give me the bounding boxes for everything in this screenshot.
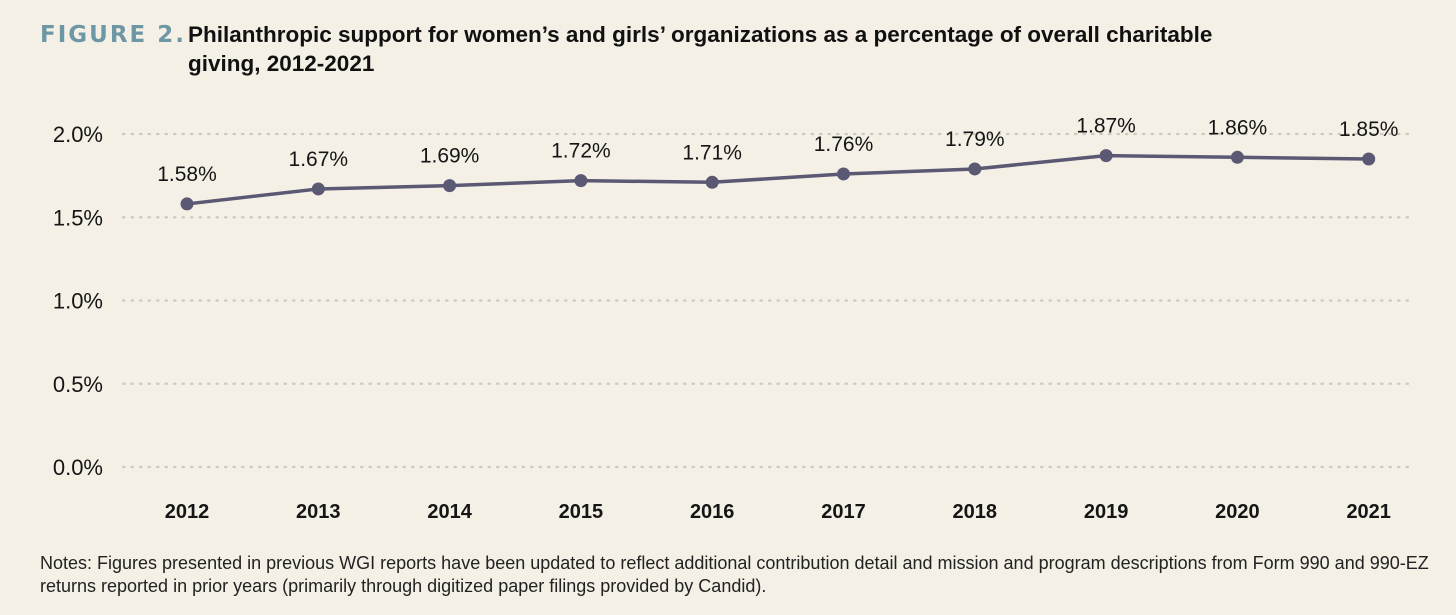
data-label: 1.76%	[814, 133, 874, 156]
series-line	[186, 153, 1369, 206]
data-point	[180, 197, 194, 211]
data-label: 1.86%	[1208, 116, 1268, 139]
data-point	[837, 167, 850, 181]
data-point	[1230, 150, 1244, 164]
data-point	[1362, 152, 1376, 166]
x-tick-label: 2012	[165, 501, 210, 523]
y-tick-label: 1.0%	[53, 289, 103, 314]
y-tick-label: 0.5%	[53, 372, 103, 397]
data-label: 1.79%	[945, 128, 1005, 151]
x-tick-label: 2015	[559, 501, 604, 523]
figure-title: Philanthropic support for women’s and gi…	[188, 22, 1213, 76]
data-point	[968, 162, 982, 176]
data-label: 1.85%	[1339, 118, 1399, 141]
x-tick-label: 2020	[1215, 501, 1260, 523]
gridlines	[121, 132, 1414, 469]
y-axis-tick-labels: 0.0% 0.5% 1.0% 1.5% 2.0%	[53, 122, 103, 480]
data-points	[180, 149, 1376, 211]
data-point	[705, 175, 719, 189]
data-point	[311, 182, 325, 196]
x-axis-tick-labels: 2012 2013 2014 2015 2016 2017 2018 2019 2020 2021	[165, 501, 1391, 523]
data-label: 1.67%	[289, 148, 349, 171]
x-tick-label: 2019	[1084, 501, 1129, 523]
series-line-path	[186, 153, 1369, 206]
x-tick-label: 2014	[427, 501, 472, 523]
y-tick-label: 2.0%	[53, 122, 103, 147]
x-tick-label: 2017	[821, 501, 866, 523]
data-label: 1.69%	[420, 145, 480, 168]
data-label: 1.58%	[157, 163, 217, 186]
data-labels: 1.58% 1.67% 1.69% 1.72% 1.71% 1.76% 1.79% 1.87%…	[157, 115, 1398, 186]
x-tick-label: 2016	[690, 501, 735, 523]
x-tick-label: 2021	[1346, 501, 1391, 523]
x-tick-label: 2013	[296, 501, 341, 523]
data-label: 1.72%	[551, 140, 611, 163]
data-point	[1099, 149, 1113, 163]
figure-label: FIGURE 2.	[40, 22, 186, 48]
y-tick-label: 1.5%	[53, 205, 103, 230]
y-tick-label: 0.0%	[53, 455, 103, 480]
data-point	[574, 174, 588, 188]
data-point	[443, 179, 457, 193]
data-label: 1.87%	[1076, 115, 1136, 138]
data-label: 1.71%	[682, 141, 742, 164]
line-chart: 0.0%0.5%1.0%1.5%2.0% 2012 2013 2014 2015 201…	[53, 115, 1414, 523]
x-tick-label: 2018	[953, 501, 998, 523]
figure-notes: Notes: Figures presented in previous WGI…	[40, 553, 1429, 596]
